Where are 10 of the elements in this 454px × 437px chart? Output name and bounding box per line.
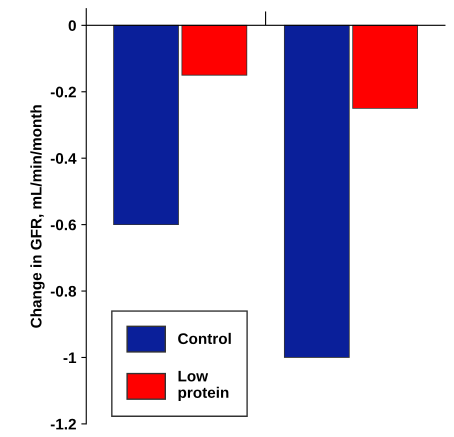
- legend-label: Control: [178, 332, 231, 344]
- y-tick-label: -0.8: [50, 286, 76, 297]
- y-tick-label: -0.4: [50, 153, 76, 164]
- y-tick-label: -0.6: [50, 219, 76, 230]
- y-tick-label: -1.2: [50, 418, 76, 430]
- y-tick-label: 0: [68, 20, 76, 32]
- legend-label: Low protein: [178, 370, 228, 401]
- y-tick-label: -1: [64, 352, 76, 363]
- y-axis-title: Change in GFR, mL/min/month: [30, 105, 45, 328]
- y-tick-label: -0.2: [50, 86, 76, 98]
